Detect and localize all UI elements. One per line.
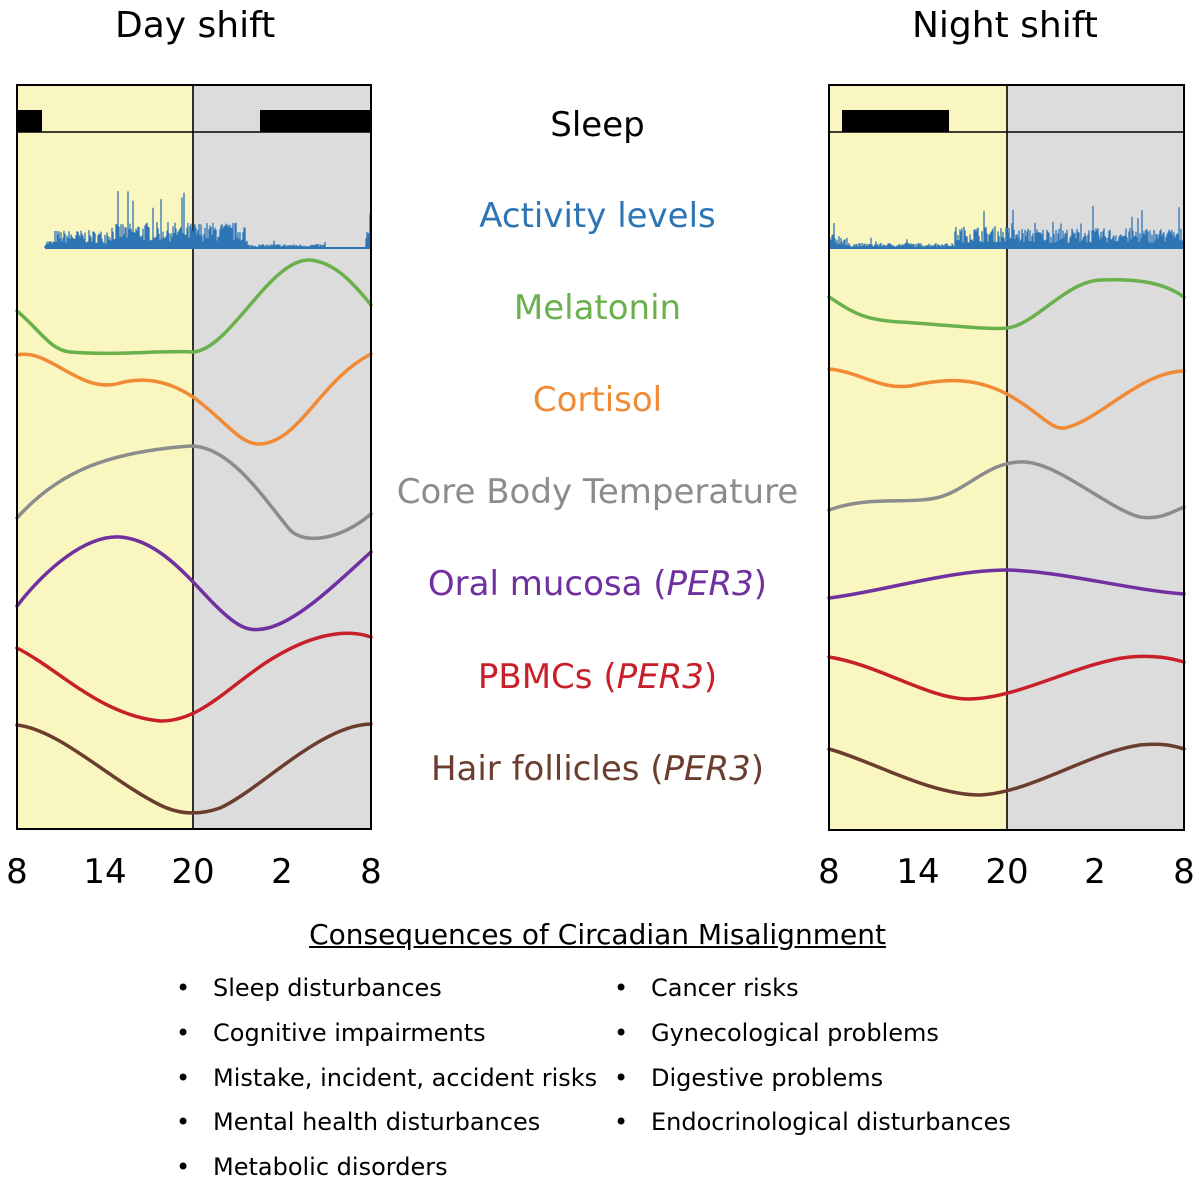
consequences-list-right: Cancer risks Gynecological problems Dige… bbox=[614, 966, 1011, 1145]
hair-follicles-curve bbox=[15, 722, 373, 815]
day-period-shading bbox=[829, 85, 1007, 830]
x-tick-label: 14 bbox=[896, 852, 940, 892]
list-item: Cognitive impairments bbox=[176, 1011, 597, 1056]
list-item: Digestive problems bbox=[614, 1056, 1011, 1101]
core-temp-curve bbox=[15, 444, 373, 541]
consequences-title: Consequences of Circadian Misalignment bbox=[309, 918, 886, 951]
day-shift-title: Day shift bbox=[115, 5, 276, 46]
cortisol-curve bbox=[15, 352, 373, 446]
list-item: Mistake, incident, accident risks bbox=[176, 1056, 597, 1101]
consequences-list-left: Sleep disturbances Cognitive impairments… bbox=[176, 966, 597, 1190]
hair-follicles-name: Hair follicles ( bbox=[430, 749, 664, 789]
x-tick-label: 2 bbox=[271, 852, 293, 892]
list-item: Gynecological problems bbox=[614, 1011, 1011, 1056]
core-body-temperature-label: Core Body Temperature bbox=[396, 472, 799, 512]
sleep-bar bbox=[17, 110, 42, 132]
x-tick-label: 8 bbox=[1173, 852, 1195, 892]
activity-levels-label: Activity levels bbox=[479, 196, 716, 236]
pbmcs-label: PBMCs (PER3) bbox=[380, 655, 815, 699]
day-period-shading bbox=[17, 85, 193, 829]
sleep-label: Sleep bbox=[550, 105, 645, 145]
x-tick-label: 8 bbox=[360, 852, 382, 892]
list-item: Metabolic disorders bbox=[176, 1145, 597, 1190]
panel-frame bbox=[16, 84, 372, 830]
list-item: Cancer risks bbox=[614, 966, 1011, 1011]
x-tick-label: 8 bbox=[6, 852, 28, 892]
sleep-bar bbox=[842, 110, 949, 132]
hair-follicles-curve bbox=[827, 742, 1186, 797]
x-tick-label: 8 bbox=[818, 852, 840, 892]
night-period-shading bbox=[1007, 85, 1184, 830]
hair-follicles-gene: PER3 bbox=[663, 749, 751, 789]
melatonin-label: Melatonin bbox=[513, 288, 682, 328]
panel-frame bbox=[828, 84, 1185, 831]
cortisol-curve bbox=[827, 367, 1186, 430]
x-tick-label: 14 bbox=[83, 852, 127, 892]
pbmc-curve bbox=[827, 654, 1186, 701]
sleep-bar bbox=[260, 110, 371, 132]
oral-mucosa-curve bbox=[15, 535, 373, 632]
oral-mucosa-close: ) bbox=[753, 564, 768, 604]
oral-mucosa-curve bbox=[827, 568, 1186, 600]
core-temp-curve bbox=[827, 460, 1186, 520]
night-shift-title: Night shift bbox=[912, 5, 1098, 46]
pbmcs-close: ) bbox=[703, 657, 718, 697]
pbmcs-name: PBMCs ( bbox=[477, 657, 617, 697]
activity-trace bbox=[44, 191, 372, 249]
oral-mucosa-gene: PER3 bbox=[666, 564, 754, 604]
night-shift-panel bbox=[827, 84, 1186, 831]
x-tick-label: 20 bbox=[985, 852, 1029, 892]
x-tick-label: 20 bbox=[171, 852, 215, 892]
pbmcs-gene: PER3 bbox=[616, 657, 704, 697]
day-shift-panel bbox=[15, 84, 373, 830]
hair-follicles-close: ) bbox=[750, 749, 765, 789]
pbmc-curve bbox=[15, 631, 373, 723]
oral-mucosa-label: Oral mucosa (PER3) bbox=[380, 562, 815, 606]
melatonin-curve bbox=[15, 258, 373, 356]
list-item: Mental health disturbances bbox=[176, 1100, 597, 1145]
list-item: Endocrinological disturbances bbox=[614, 1100, 1011, 1145]
cortisol-label: Cortisol bbox=[532, 380, 663, 420]
hair-follicles-label: Hair follicles (PER3) bbox=[380, 747, 815, 791]
melatonin-curve bbox=[827, 278, 1186, 331]
oral-mucosa-name: Oral mucosa ( bbox=[427, 564, 667, 604]
x-tick-label: 2 bbox=[1084, 852, 1106, 892]
list-item: Sleep disturbances bbox=[176, 966, 597, 1011]
